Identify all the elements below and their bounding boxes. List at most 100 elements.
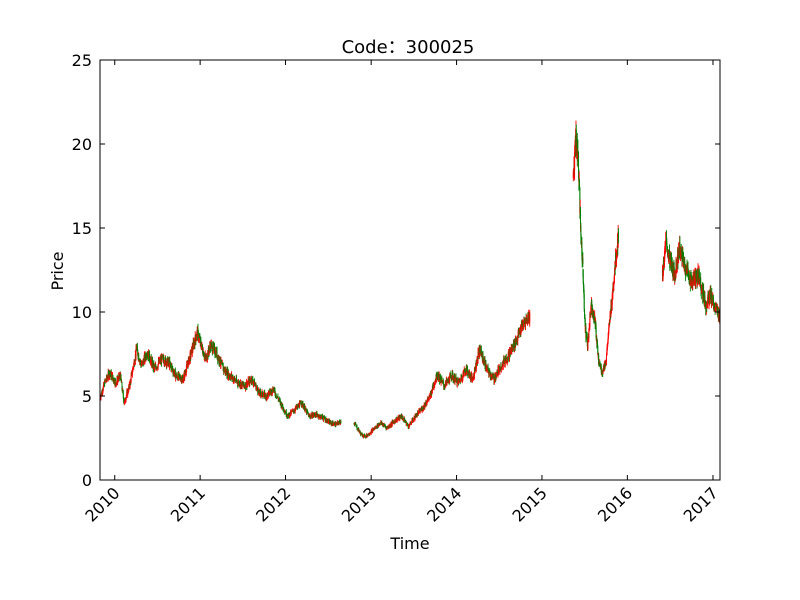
candle-body xyxy=(577,150,579,154)
candle-body xyxy=(311,413,313,418)
candle-body xyxy=(518,332,520,335)
candle-body xyxy=(216,350,218,358)
candle-body xyxy=(135,348,137,358)
candle-body xyxy=(390,423,392,426)
candle-body xyxy=(219,356,221,365)
candle-body xyxy=(114,380,116,381)
y-axis: 0 5 10 15 20 25 xyxy=(72,51,720,490)
candle-body xyxy=(304,405,306,411)
candle-body xyxy=(126,392,128,396)
candle-body xyxy=(290,411,292,414)
candle-body xyxy=(438,374,440,382)
candle-body xyxy=(372,428,374,433)
candle-body xyxy=(589,313,591,328)
candle-body xyxy=(586,336,588,343)
x-tick-label: 2012 xyxy=(252,483,294,525)
candle-body xyxy=(444,386,446,388)
candle-body xyxy=(588,329,590,339)
candle-body xyxy=(583,293,585,309)
candle-body xyxy=(579,181,581,189)
candle-body xyxy=(298,403,300,408)
candle-body xyxy=(489,369,491,372)
candle-body xyxy=(595,327,597,339)
candle-body xyxy=(174,370,176,379)
candle-body xyxy=(520,324,522,329)
candle-body xyxy=(469,373,471,375)
x-tick-label: 2013 xyxy=(338,483,380,525)
candle-body xyxy=(326,419,328,423)
candle-body xyxy=(195,338,197,341)
candle-body xyxy=(404,418,406,422)
candle-body xyxy=(323,418,325,420)
x-tick-label: 2017 xyxy=(680,483,722,525)
candle-body xyxy=(611,294,613,305)
candle-body xyxy=(594,318,596,320)
candle-body xyxy=(602,368,604,374)
candle-body xyxy=(432,385,434,388)
candle-body xyxy=(256,387,258,390)
candle-body xyxy=(584,318,586,327)
candle-body xyxy=(576,138,578,159)
candle-body xyxy=(340,421,342,423)
candle-body xyxy=(572,171,574,178)
candle-body xyxy=(700,277,702,289)
candle-body xyxy=(450,373,452,377)
candle-body xyxy=(703,296,705,300)
candle-body xyxy=(370,430,372,434)
candle-body xyxy=(605,355,607,362)
candle-body xyxy=(409,422,411,426)
candle-body xyxy=(364,434,366,437)
candle-body xyxy=(267,392,269,397)
candle-body xyxy=(528,312,530,320)
candle-body xyxy=(439,380,441,382)
candle-body xyxy=(424,403,426,408)
candle-body xyxy=(113,378,115,381)
x-tick-label: 2011 xyxy=(167,483,209,525)
y-tick-label: 25 xyxy=(72,51,92,70)
candle-body xyxy=(584,308,586,315)
candle-body xyxy=(149,352,151,360)
candle-body xyxy=(434,382,436,386)
candle-body xyxy=(473,368,475,377)
candle-body xyxy=(712,300,714,307)
candle-body xyxy=(381,422,383,425)
candle-body xyxy=(201,344,203,347)
candle-body xyxy=(607,333,609,338)
candle-body xyxy=(154,366,156,369)
candle-body xyxy=(186,364,188,369)
candle-body xyxy=(456,378,458,383)
candle-body xyxy=(320,415,322,418)
y-tick-label: 20 xyxy=(72,135,92,154)
candle-body xyxy=(386,426,388,428)
candle-body xyxy=(211,344,213,353)
candle-body xyxy=(421,408,423,412)
candle-body xyxy=(665,239,667,246)
candle-body xyxy=(689,276,691,284)
candle-body xyxy=(596,341,598,347)
candle-body xyxy=(121,382,123,389)
candle-body xyxy=(496,373,498,377)
candle-body xyxy=(693,280,695,285)
candle-body xyxy=(281,403,283,408)
candle-body xyxy=(699,278,701,284)
candle-body xyxy=(356,426,358,430)
candle-body xyxy=(266,393,268,398)
y-tick-label: 15 xyxy=(72,219,92,238)
candle-body xyxy=(301,402,303,406)
candle-body xyxy=(507,357,509,360)
candle-body xyxy=(190,354,192,357)
y-axis-label: Price xyxy=(48,251,67,290)
candle-body xyxy=(428,395,430,398)
candle-body xyxy=(429,393,431,397)
candle-body xyxy=(283,407,285,411)
candle-body xyxy=(361,433,363,437)
candle-body xyxy=(499,366,501,372)
candle-body xyxy=(112,374,114,378)
candle-body xyxy=(222,363,224,365)
candle-body xyxy=(123,397,125,402)
candle-body xyxy=(575,129,577,150)
candle-body xyxy=(335,425,337,426)
candle-body xyxy=(115,382,117,384)
candle-body xyxy=(494,375,496,379)
candle-body xyxy=(493,376,495,378)
